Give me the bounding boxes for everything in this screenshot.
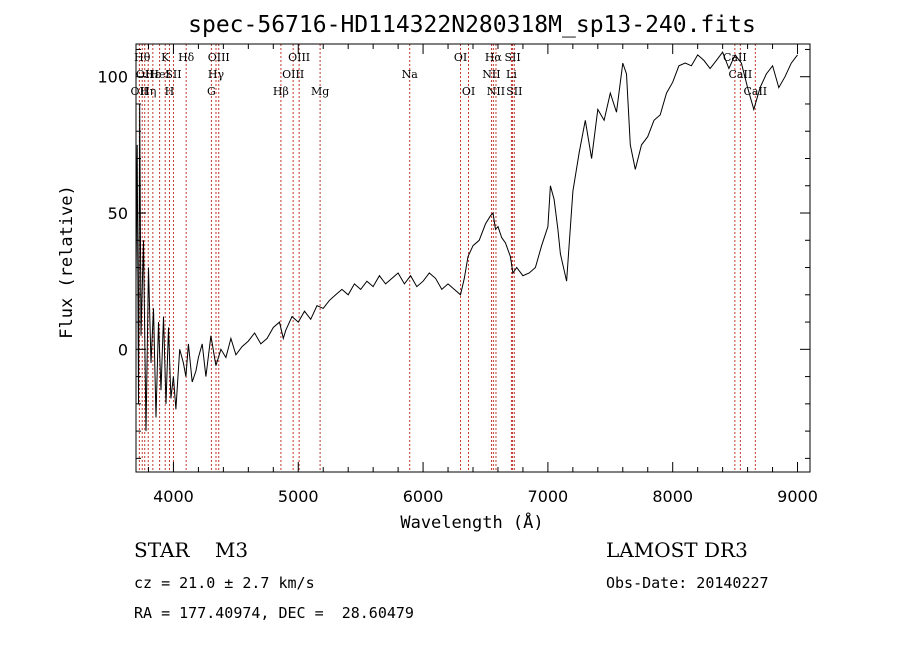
emission-line-labels: OIIHθOIIHηHεHeIKHSIIHδGHγOIIIHβOIIIOIIIM… [131, 51, 768, 98]
emission-line-label: OII [131, 85, 149, 98]
x-tick-label: 7000 [528, 487, 569, 506]
x-tick-label: 4000 [153, 487, 194, 506]
emission-line-label: NII [482, 68, 500, 81]
observation-date: Obs-Date: 20140227 [606, 574, 769, 592]
emission-line-label: G [207, 85, 216, 98]
emission-line-label: OIII [208, 51, 230, 64]
chart-title: spec-56716-HD114322N280318M_sp13-240.fit… [188, 12, 756, 38]
x-tick-label: 6000 [403, 487, 444, 506]
emission-line-label: Hδ [178, 51, 195, 64]
emission-line-label: OI [454, 51, 467, 64]
x-axis-label: Wavelength (Å) [400, 511, 543, 533]
survey-name: LAMOST DR3 [606, 538, 748, 562]
emission-line-label: SII [504, 51, 520, 64]
spectrum-line [135, 51, 798, 432]
x-tick-label: 9000 [777, 487, 818, 506]
emission-line-label: H [165, 85, 175, 98]
emission-line-label: SII [506, 85, 522, 98]
x-tick-label: 5000 [278, 487, 319, 506]
emission-line-label: Hη [140, 85, 156, 98]
emission-line-label: OII [136, 68, 154, 81]
emission-line-label: Mg [311, 85, 329, 98]
emission-line-label: Hγ [208, 68, 225, 81]
emission-line-label: Na [402, 68, 419, 81]
emission-line-label: CaII [723, 51, 747, 64]
emission-line-markers [138, 44, 756, 472]
emission-line-label: Li [506, 68, 517, 81]
x-tick-label: 8000 [652, 487, 693, 506]
plot-frame [135, 43, 811, 473]
emission-line-label: NII [487, 85, 505, 98]
emission-line-label: OI [462, 85, 475, 98]
y-tick-label: 0 [118, 340, 128, 359]
emission-line-label: Hε [145, 68, 161, 81]
emission-line-label: SII [165, 68, 181, 81]
axes: 4000 5000 6000 7000 8000 9000 0 50 100 [97, 43, 818, 506]
object-class: STAR M3 [134, 538, 249, 562]
y-tick-label: 100 [97, 68, 128, 87]
emission-line-label: OIII [282, 68, 304, 81]
emission-line-label: Hβ [273, 85, 289, 98]
emission-line-label: K [161, 51, 170, 64]
redshift-velocity: cz = 21.0 ± 2.7 km/s [134, 574, 315, 592]
y-axis-label: Flux (relative) [57, 185, 77, 339]
coordinates: RA = 177.40974, DEC = 28.60479 [134, 604, 414, 622]
emission-line-label: OIII [288, 51, 310, 64]
y-tick-label: 50 [108, 204, 128, 223]
emission-line-label: HeI [149, 68, 169, 81]
emission-line-label: Hθ [134, 51, 151, 64]
emission-line-label: Hα [485, 51, 503, 64]
emission-line-label: CaII [729, 68, 753, 81]
